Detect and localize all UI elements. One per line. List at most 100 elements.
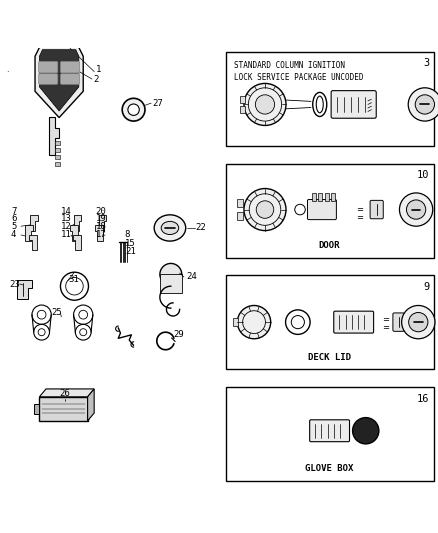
Text: =: = — [382, 323, 389, 332]
Text: 21: 21 — [125, 247, 136, 255]
Polygon shape — [35, 41, 83, 118]
Text: 25: 25 — [52, 308, 63, 317]
Bar — [325, 193, 328, 201]
Text: 20: 20 — [95, 207, 106, 216]
Circle shape — [160, 263, 182, 285]
Bar — [226, 275, 434, 369]
FancyBboxPatch shape — [39, 61, 58, 73]
FancyBboxPatch shape — [310, 420, 350, 442]
Ellipse shape — [154, 215, 186, 241]
Circle shape — [66, 44, 74, 53]
Text: 27: 27 — [152, 99, 163, 108]
Circle shape — [244, 84, 286, 125]
Text: 10: 10 — [417, 170, 429, 180]
Bar — [34, 403, 39, 414]
Text: 16: 16 — [417, 393, 429, 403]
Ellipse shape — [313, 92, 327, 117]
Polygon shape — [55, 148, 60, 152]
Circle shape — [353, 418, 379, 444]
Text: 18: 18 — [95, 222, 106, 231]
Text: 26: 26 — [60, 389, 70, 398]
Bar — [312, 193, 316, 201]
Polygon shape — [55, 155, 60, 159]
Circle shape — [409, 312, 428, 332]
Polygon shape — [95, 225, 103, 241]
Bar — [318, 193, 322, 201]
Circle shape — [255, 95, 275, 114]
Text: 13: 13 — [61, 214, 72, 223]
Circle shape — [237, 305, 271, 339]
Polygon shape — [25, 225, 33, 241]
Text: 2: 2 — [93, 75, 99, 84]
Text: STANDARD COLUMN IGNITION
LOCK SERVICE PACKAGE UNCODED: STANDARD COLUMN IGNITION LOCK SERVICE PA… — [234, 61, 364, 82]
Text: 17: 17 — [95, 230, 106, 239]
Bar — [331, 193, 335, 201]
Text: 3: 3 — [423, 59, 429, 68]
Bar — [237, 199, 243, 207]
Text: DOOR: DOOR — [319, 241, 340, 250]
Text: 12: 12 — [61, 222, 72, 231]
Polygon shape — [74, 215, 81, 231]
FancyBboxPatch shape — [60, 74, 80, 84]
Text: =: = — [356, 213, 363, 222]
Polygon shape — [99, 215, 106, 231]
Polygon shape — [88, 389, 94, 421]
Bar — [39, 397, 88, 421]
Text: 29: 29 — [173, 330, 184, 339]
Circle shape — [244, 189, 286, 231]
Polygon shape — [55, 141, 60, 145]
Text: 7: 7 — [11, 207, 16, 216]
Text: 15: 15 — [125, 239, 136, 248]
Text: 31: 31 — [68, 275, 79, 284]
Polygon shape — [55, 162, 60, 166]
Circle shape — [408, 88, 438, 121]
FancyBboxPatch shape — [334, 311, 374, 333]
Polygon shape — [39, 50, 79, 111]
Circle shape — [60, 272, 88, 300]
Polygon shape — [160, 274, 182, 293]
Circle shape — [399, 193, 433, 226]
Polygon shape — [70, 225, 78, 241]
Circle shape — [402, 305, 435, 339]
Text: =: = — [382, 316, 389, 325]
Polygon shape — [73, 235, 81, 251]
Circle shape — [291, 316, 304, 329]
Polygon shape — [17, 280, 32, 299]
FancyBboxPatch shape — [370, 200, 383, 219]
FancyBboxPatch shape — [60, 61, 80, 73]
Text: 23: 23 — [10, 279, 21, 288]
Circle shape — [406, 200, 426, 219]
Text: =: = — [356, 205, 363, 214]
Bar — [240, 96, 245, 103]
Text: 11: 11 — [61, 230, 72, 239]
Text: 6: 6 — [11, 214, 16, 223]
FancyBboxPatch shape — [307, 199, 336, 220]
FancyBboxPatch shape — [39, 74, 58, 84]
Text: .: . — [7, 65, 9, 74]
Bar — [240, 106, 245, 113]
Text: 9: 9 — [423, 282, 429, 292]
Bar — [226, 387, 434, 481]
Text: GLOVE BOX: GLOVE BOX — [305, 464, 354, 473]
Bar — [226, 52, 434, 146]
Text: DECK LID: DECK LID — [308, 352, 351, 361]
Ellipse shape — [161, 221, 179, 235]
Bar — [237, 212, 243, 220]
Circle shape — [415, 95, 434, 114]
FancyBboxPatch shape — [331, 91, 376, 118]
Polygon shape — [39, 389, 94, 397]
Circle shape — [286, 310, 310, 334]
Ellipse shape — [316, 96, 323, 113]
Polygon shape — [29, 235, 37, 251]
Text: 4: 4 — [11, 230, 16, 239]
Text: 19: 19 — [95, 214, 106, 223]
Circle shape — [128, 104, 139, 115]
Bar — [233, 318, 238, 326]
Text: 22: 22 — [196, 223, 207, 232]
Circle shape — [256, 201, 274, 219]
Text: 8: 8 — [125, 230, 130, 239]
Polygon shape — [49, 117, 59, 155]
Circle shape — [122, 98, 145, 121]
Polygon shape — [30, 215, 38, 231]
Text: 1: 1 — [95, 65, 101, 74]
